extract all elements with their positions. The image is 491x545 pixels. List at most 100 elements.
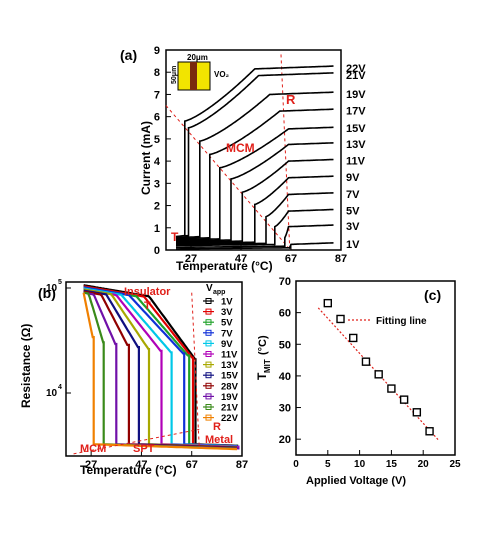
panel-b-legend-label: 19V [221,392,239,403]
panel-c-point [336,314,345,324]
panel-a-xtick-label: 47 [235,253,247,265]
panel-c-xlabel: Applied Voltage (V) [306,475,406,487]
panel-c-point [349,333,358,343]
panel-a-curve [176,142,334,242]
panel-a-curve [176,242,334,250]
panel-a-series-label: 19V [346,89,366,101]
panel-a-mcm-boundary [165,105,289,249]
panel-a-series-label: 11V [346,155,366,167]
panel-a-ytick-label: 7 [154,89,160,101]
panel-b-legend-label: 22V [221,413,239,424]
panel-c-xtick-label: 5 [325,459,331,470]
panel-c-ylabel-sub: MIT [263,359,272,373]
panel-b-region-T: T [144,300,151,312]
panel-a-curve [176,158,334,243]
panel-c-xtick-label: 15 [386,459,398,470]
panel-b-legend-label: 1V [221,297,233,308]
panel-a-curve [175,91,334,239]
panel-b-legend-marker [205,372,212,379]
panel-b-legend-label: 5V [221,318,233,329]
panel-b-legend-marker [205,298,212,304]
panel-b-region-SPT: SPT [133,443,155,455]
panel-b-legend-marker [205,319,212,326]
panel-b-legend-label: 21V [221,403,239,414]
panel-b-r-boundary [191,292,200,448]
inset-width-label: 20μm [187,53,208,62]
panel-a-series-label: 22V [346,63,366,75]
panel-a-xtick-label: 27 [185,253,197,265]
panel-c-point [323,298,332,308]
panel-c-point [374,370,383,379]
panel-c-ytick-label: 60 [279,308,291,320]
panel-b-legend-label: 13V [221,360,239,371]
panel-c-ytick-label: 20 [279,434,291,446]
inset-material-label: VO₂ [214,70,230,79]
panel-a-inset-device: 20μm 50μm VO₂ [171,53,230,91]
panel-b-ytick-1e5-exp: 5 [58,279,62,286]
panel-c-ytick-label: 70 [279,276,291,288]
panel-a-series-label: 17V [346,105,366,117]
panel-a-series-label: 3V [346,221,360,233]
panel-b-ytick-1e4-exp: 4 [58,384,62,391]
panel-b-legend-marker [205,414,212,421]
panel-a-series-label: 21V [346,70,366,82]
panel-a-ytick-label: 6 [154,112,160,124]
panel-c-xtick-label: 10 [354,459,366,470]
panel-a-series-label: 9V [346,172,360,184]
panel-b-region-R: R [213,421,221,433]
panel-c-frame [295,280,456,456]
inset-channel [190,62,197,90]
panel-a-curve [175,72,334,238]
panel-b: (b) 27 47 67 87 10 5 10 4 Temperature (°C) … [19,279,248,477]
panel-b-legend-marker [205,340,212,347]
panel-b-label: (b) [38,285,56,301]
panel-a-region-R: R [286,92,296,107]
panel-a-ytick-label: 3 [154,178,160,190]
panel-b-ytick-1e5: 10 [46,283,58,294]
panel-b-xtick-label: 47 [135,459,147,471]
panel-a-r-boundary [280,54,291,249]
panel-b-curve [82,292,238,451]
panel-c: (c) 20 30 40 50 60 70 0 5 10 15 20 25 Applied Volt… [255,276,461,487]
panel-b-xtick-label: 67 [186,459,198,471]
panel-a-curve [175,65,334,238]
panel-a-ylabel: Current (mA) [139,121,153,195]
panel-c-xtick-label: 20 [418,459,430,470]
panel-a-ytick-label: 4 [154,156,161,168]
panel-b-region-MCM: MCM [80,443,106,455]
panel-c-point [412,408,422,417]
panel-b-legend-title-sub: app [213,289,225,296]
panel-a-series-label: 15V [346,123,366,135]
panel-b-frame [65,281,243,457]
panel-a-ytick-label: 1 [154,223,160,235]
panel-a-xtick-label: 87 [335,253,347,265]
panel-b-legend-marker [205,404,212,410]
panel-a-curve [175,108,334,240]
panel-c-ylabel: T [255,372,269,380]
panel-b-region-metal: Metal [205,434,233,446]
panel-b-legend-label: 28V [221,381,239,392]
panel-b-legend-label: 9V [221,339,233,350]
panel-b-legend-label: 11V [221,350,238,361]
panel-b-legend-marker [205,351,212,357]
panel-b-region-insulator: Insulator [124,286,171,298]
panel-a-label: (a) [120,47,137,63]
panel-a-series-label: 1V [346,239,360,251]
panel-b-legend-marker [205,308,212,315]
panel-a-region-T: T [171,230,179,244]
panel-b-ytick-1e4: 10 [46,388,58,399]
panel-b-xtick-label: 27 [85,459,97,471]
panel-b-xtick-label: 87 [236,459,248,471]
panel-c-point [361,357,371,366]
panel-a-ytick-label: 0 [154,245,160,257]
panel-a-region-MCM: MCM [226,141,255,155]
panel-a-curve [176,175,334,245]
panel-c-xtick-label: 25 [449,459,461,470]
panel-c-legend-label: Fitting line [376,316,427,327]
panel-c-point [425,427,434,436]
panel-a-curve [176,192,334,246]
panel-a-series-label: 5V [346,205,360,217]
panel-a-series-label: 13V [346,139,366,151]
panel-a-frame [165,49,342,251]
